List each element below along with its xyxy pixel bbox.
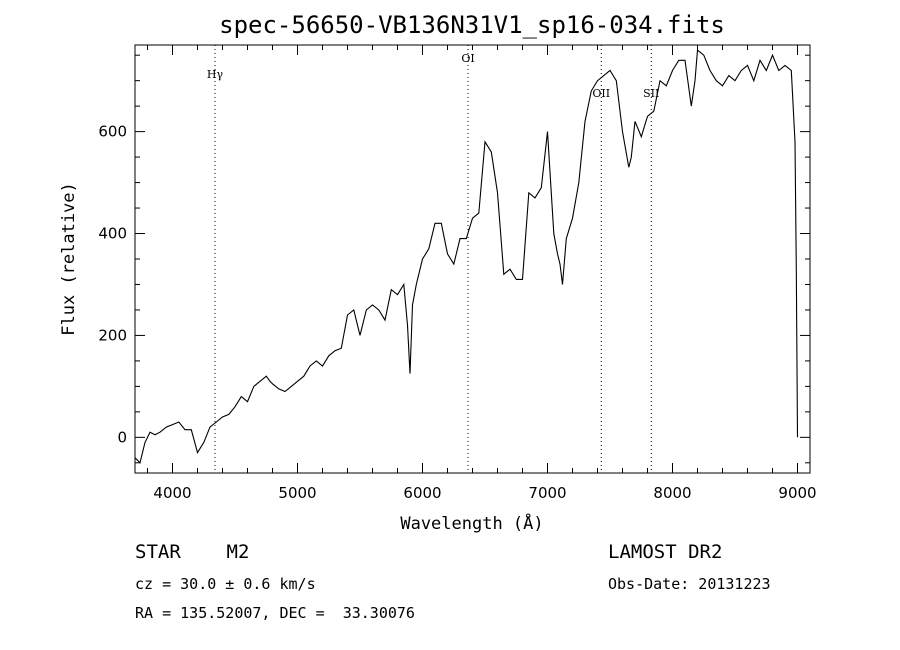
x-tick-label: 9000 xyxy=(778,484,816,502)
observation-date: Obs-Date: 20131223 xyxy=(608,575,771,593)
survey-name: LAMOST DR2 xyxy=(608,541,723,563)
y-axis-label: Flux (relative) xyxy=(59,182,79,336)
plot-frame xyxy=(134,44,811,474)
x-tick-label: 4000 xyxy=(153,484,191,502)
y-tick-label: 400 xyxy=(98,225,127,243)
x-tick-label: 7000 xyxy=(528,484,566,502)
spectral-line-label: SII xyxy=(643,87,659,100)
y-tick-label: 0 xyxy=(117,428,127,446)
coordinates: RA = 135.52007, DEC = 33.30076 xyxy=(135,604,415,622)
x-tick-label: 8000 xyxy=(653,484,691,502)
x-tick-label: 6000 xyxy=(403,484,441,502)
x-tick-label: 5000 xyxy=(278,484,316,502)
y-tick-label: 600 xyxy=(98,123,127,141)
spectral-line-markers: Hγ OI OII SII xyxy=(207,45,659,473)
spectrum-line xyxy=(134,49,799,464)
spectral-line-label: Hγ xyxy=(207,68,224,81)
spectrum-chart: spec-56650-VB136N31V1_sp16-034.fits Hγ OI… xyxy=(59,11,817,534)
object-class: STAR M2 xyxy=(135,541,250,563)
axis-ticks: 4000 5000 6000 7000 8000 9000 0 200 400 600 xyxy=(98,45,817,502)
x-axis-label: Wavelength (Å) xyxy=(400,512,543,534)
y-tick-label: 200 xyxy=(98,326,127,344)
spectral-line-label: OI xyxy=(461,52,474,65)
redshift-cz: cz = 30.0 ± 0.6 km/s xyxy=(135,575,316,593)
spectral-line-label: OII xyxy=(592,87,610,100)
chart-title: spec-56650-VB136N31V1_sp16-034.fits xyxy=(219,11,725,39)
